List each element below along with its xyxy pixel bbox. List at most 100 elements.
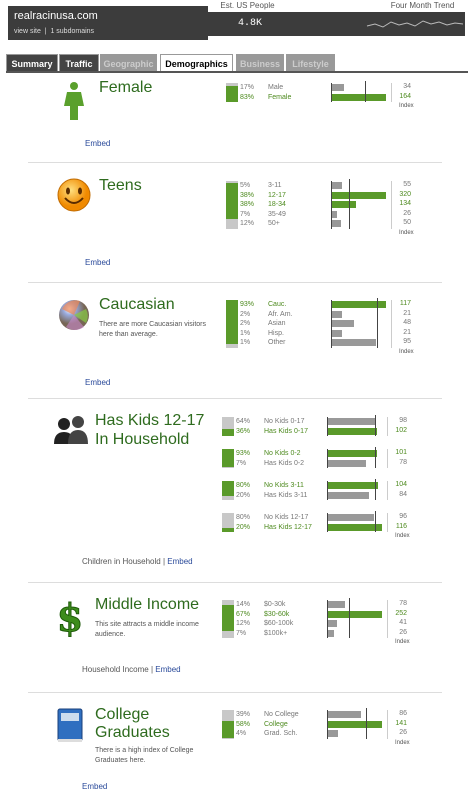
index-value: 50 [403, 219, 411, 226]
est-people-label: Est. US People [220, 1, 275, 10]
index-left-axis [327, 481, 328, 500]
subdomains-link[interactable]: 1 subdomains [50, 28, 95, 35]
tab-traffic[interactable]: Traffic [59, 54, 99, 72]
index-right-axis [391, 83, 392, 102]
section-divider [28, 692, 442, 693]
row-percent: 1% [240, 329, 251, 337]
view-site-link[interactable]: view site [14, 28, 41, 35]
row-label: No Kids 12-17 [264, 514, 309, 521]
row-percent: 12% [240, 220, 255, 227]
index-bar [328, 523, 382, 531]
smiley-face-icon [57, 178, 91, 212]
index-bar [328, 720, 382, 728]
index-bar [328, 730, 339, 737]
footer-category: Household Income [82, 665, 149, 674]
row-label: Grad. Sch. [264, 730, 298, 737]
index-value: 102 [395, 426, 407, 434]
index-value: 26 [399, 628, 407, 636]
site-name[interactable]: realracinusa.com [14, 10, 98, 22]
index-right-axis [387, 600, 388, 638]
row-percent: 38% [240, 201, 255, 208]
embed-link[interactable]: Embed [155, 665, 181, 674]
embed-link[interactable]: Embed [85, 139, 111, 148]
index-chart [327, 708, 388, 739]
index-value: 41 [399, 619, 407, 626]
section-title-income: Middle Income [95, 596, 200, 613]
row-label: $0-30k [264, 601, 286, 608]
row-label: Female [268, 93, 292, 101]
header-spacer [292, 12, 365, 36]
section-title-ethnicity: Caucasian [99, 296, 175, 313]
index-bar [332, 329, 342, 337]
index-value: 134 [399, 200, 411, 207]
share-segment [222, 481, 234, 497]
index-value: 104 [395, 481, 407, 488]
share-stack [222, 513, 234, 532]
embed-link[interactable]: Embed [85, 378, 111, 387]
section-divider [28, 398, 442, 399]
row-percent: 36% [236, 427, 251, 435]
est-people-value: 4.8K [208, 12, 292, 36]
index-value: 86 [399, 710, 407, 717]
section-divider [28, 162, 442, 163]
share-stack [226, 83, 238, 102]
index-value: 48 [403, 319, 411, 326]
row-percent: 93% [240, 301, 255, 308]
row-label: Has Kids 0-17 [264, 427, 308, 435]
embed-link[interactable]: Embed [167, 557, 193, 566]
index-bar [328, 601, 346, 608]
index-value: 26 [399, 729, 407, 736]
index-value: 55 [403, 181, 411, 188]
data-row: 1% Other [226, 338, 326, 347]
share-stack [222, 417, 234, 436]
row-percent: 2% [240, 320, 251, 327]
embed-link[interactable]: Embed [82, 782, 108, 791]
index-value: 78 [399, 600, 407, 607]
index-left-axis [327, 449, 328, 468]
row-label: Other [268, 339, 286, 346]
data-row: 7% $100k+ [222, 629, 322, 638]
trend-sparkline [365, 12, 465, 36]
section-title-gender: Female [99, 79, 153, 96]
index-bar [328, 629, 334, 637]
share-stack [226, 181, 238, 229]
row-label: 3-11 [268, 182, 282, 189]
share-stack [222, 481, 234, 500]
row-label: $30-60k [264, 610, 290, 618]
row-percent: 12% [236, 620, 251, 627]
index-bar [328, 450, 377, 457]
index-bar [332, 301, 386, 308]
share-segment [222, 429, 234, 436]
index-chart [331, 179, 392, 229]
index-average-line [365, 81, 367, 102]
index-right-axis [391, 300, 392, 348]
tab-demographics[interactable]: Demographics [160, 54, 233, 72]
index-label: Index [395, 639, 410, 645]
embed-link[interactable]: Embed [85, 258, 111, 267]
data-row: 4% Grad. Sch. [222, 729, 322, 738]
row-label: Has Kids 0-2 [264, 459, 305, 467]
index-left-axis [331, 83, 332, 102]
index-label: Index [395, 533, 410, 539]
index-bar [328, 491, 369, 499]
index-value: 21 [403, 328, 411, 336]
row-percent: 4% [236, 730, 247, 737]
index-bar [332, 339, 377, 346]
index-left-axis [327, 710, 328, 739]
index-bar [332, 210, 337, 218]
row-label: Hisp. [268, 329, 284, 337]
data-row: 7% Has Kids 0-2 [222, 459, 322, 468]
data-row: 17% Male [226, 83, 326, 92]
row-label: College [264, 720, 288, 728]
tab-lifestyle: Lifestyle [286, 54, 335, 72]
section-title-kids-1: Has Kids 12-17 [95, 412, 205, 429]
index-label: Index [395, 739, 410, 746]
book-icon [57, 708, 83, 742]
row-label: 18-34 [268, 201, 286, 208]
row-percent: 80% [236, 514, 251, 521]
row-label: No Kids 3-11 [264, 482, 304, 489]
row-label: No College [264, 711, 299, 718]
tab-summary[interactable]: Summary [6, 54, 58, 72]
section-divider [28, 582, 442, 583]
index-right-axis [387, 449, 388, 468]
